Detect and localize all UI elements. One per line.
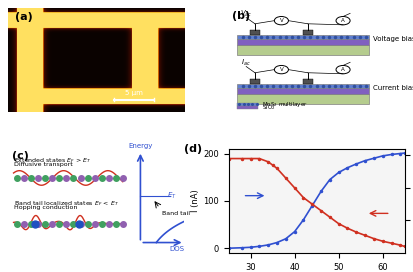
Text: (b): (b) <box>232 11 250 21</box>
Bar <box>237 88 370 94</box>
Text: Extended states $E_F$ > $E_T$: Extended states $E_F$ > $E_T$ <box>14 156 91 165</box>
Bar <box>303 30 313 35</box>
Text: $I_{ac}$: $I_{ac}$ <box>241 57 251 68</box>
Text: Band tail: Band tail <box>161 211 190 216</box>
Text: V: V <box>280 18 283 23</box>
Text: DOS: DOS <box>169 246 185 252</box>
Text: $E_T$: $E_T$ <box>167 191 177 201</box>
Bar <box>250 30 260 35</box>
Text: 5 μm: 5 μm <box>125 90 143 96</box>
Text: MoS$_2$ multilayer: MoS$_2$ multilayer <box>262 100 308 109</box>
Bar <box>303 79 313 84</box>
Text: (d): (d) <box>185 144 203 154</box>
Text: A: A <box>341 67 345 72</box>
Text: $V_{ac}$: $V_{ac}$ <box>240 8 252 19</box>
Text: Band tail localized states $E_F$ < $E_T$: Band tail localized states $E_F$ < $E_T$ <box>14 199 119 208</box>
Bar <box>237 35 370 39</box>
Bar <box>237 39 370 45</box>
Bar <box>237 106 259 109</box>
Text: V: V <box>280 67 283 72</box>
Text: A: A <box>341 18 345 23</box>
Bar <box>250 79 260 84</box>
Text: Current bias: Current bias <box>373 85 413 91</box>
Y-axis label: I (nA): I (nA) <box>191 190 200 212</box>
Bar <box>237 94 370 104</box>
Text: Energy: Energy <box>128 143 153 149</box>
Bar <box>237 84 370 88</box>
Text: (c): (c) <box>12 151 28 161</box>
Text: Hopping conduction: Hopping conduction <box>14 205 77 210</box>
Text: (a): (a) <box>15 12 33 22</box>
Text: SiO$_2$: SiO$_2$ <box>262 103 275 112</box>
Bar <box>237 45 370 55</box>
Text: Diffusive transport: Diffusive transport <box>14 162 72 167</box>
Bar <box>237 103 259 106</box>
Text: Voltage bias: Voltage bias <box>373 36 413 42</box>
